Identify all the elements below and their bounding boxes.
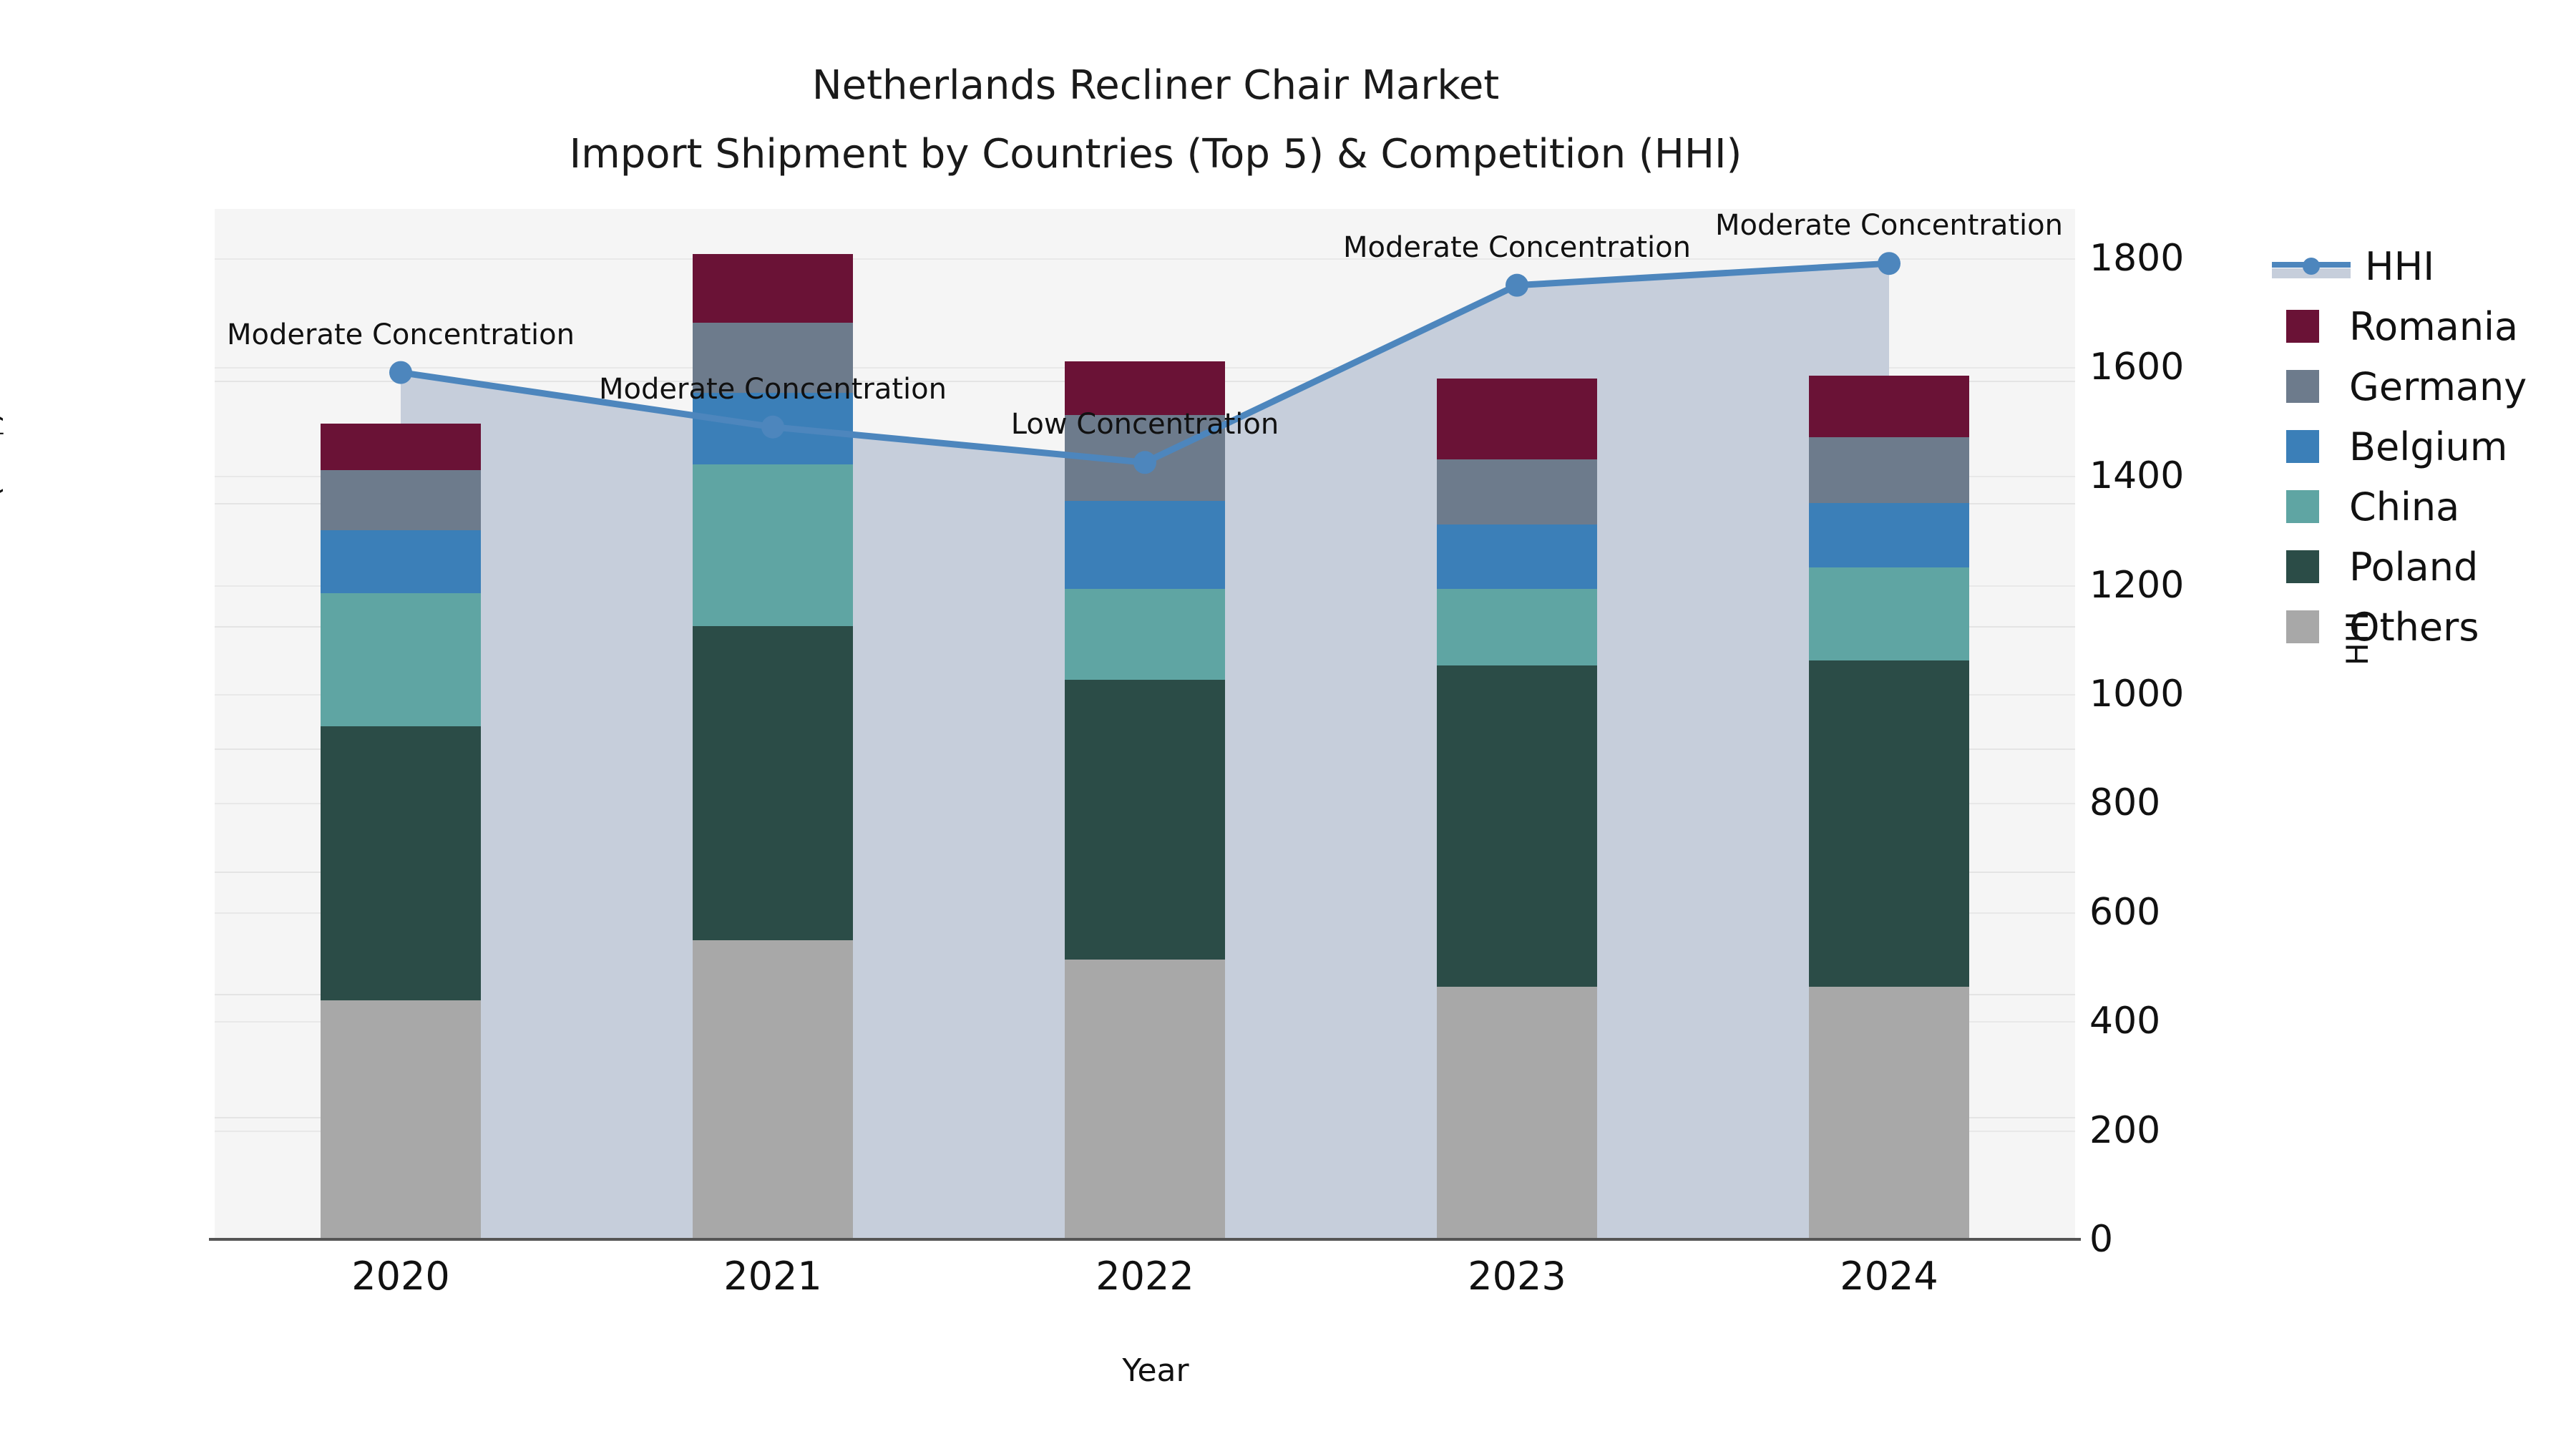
- chart-title: Netherlands Recliner Chair Market Import…: [0, 52, 2311, 189]
- hhi-annotation: Moderate Concentration: [599, 372, 947, 406]
- bar-segment-others[interactable]: [1809, 986, 1969, 1239]
- legend: HHI Romania Germany Belgium China Poland Other…: [2272, 236, 2572, 657]
- y-axis-right-tick: 1800: [2089, 236, 2185, 280]
- y-axis-right-tick: 400: [2089, 1000, 2161, 1043]
- hhi-line-layer: [389, 252, 1901, 474]
- legend-label: Poland: [2349, 544, 2479, 590]
- bar-segment-belgium[interactable]: [1809, 503, 1969, 567]
- x-axis-tick: 2020: [351, 1254, 450, 1299]
- bar-segment-belgium[interactable]: [321, 530, 481, 593]
- legend-label: HHI: [2365, 243, 2435, 289]
- bar-segment-others[interactable]: [1437, 986, 1597, 1239]
- bar-stack[interactable]: [1437, 209, 1597, 1239]
- legend-label: Belgium: [2349, 424, 2508, 469]
- legend-item-germany[interactable]: Germany: [2272, 356, 2572, 416]
- hhi-annotation: Low Concentration: [1010, 408, 1279, 441]
- gridline-right: [215, 258, 2075, 260]
- legend-line-icon: [2272, 250, 2351, 283]
- bar-segment-belgium[interactable]: [1437, 524, 1597, 590]
- legend-item-china[interactable]: China: [2272, 477, 2572, 537]
- legend-item-poland[interactable]: Poland: [2272, 537, 2572, 597]
- bar-stack[interactable]: [321, 209, 481, 1239]
- legend-label: China: [2349, 484, 2460, 530]
- chart-title-line1: Netherlands Recliner Chair Market: [811, 62, 1500, 109]
- plot-area: [215, 209, 2075, 1241]
- hhi-marker[interactable]: [1878, 252, 1901, 275]
- legend-swatch-others: [2286, 610, 2319, 643]
- x-axis-tick: 2021: [723, 1254, 822, 1299]
- bar-segment-poland[interactable]: [693, 625, 853, 940]
- bar-segment-others[interactable]: [321, 1000, 481, 1239]
- legend-swatch-belgium: [2286, 430, 2319, 463]
- y-axis-right-tick: 800: [2089, 781, 2161, 825]
- x-axis-tick: 2022: [1096, 1254, 1194, 1299]
- legend-swatch-poland: [2286, 550, 2319, 583]
- y-axis-right-tick: 0: [2089, 1218, 2114, 1261]
- legend-label: Others: [2349, 604, 2479, 650]
- legend-swatch-romania: [2286, 310, 2319, 343]
- y-axis-right-tick: 1600: [2089, 345, 2185, 389]
- bar-segment-romania[interactable]: [1809, 376, 1969, 437]
- bar-segment-germany[interactable]: [1809, 436, 1969, 504]
- bar-segment-poland[interactable]: [321, 726, 481, 1000]
- bar-segment-romania[interactable]: [321, 424, 481, 471]
- bar-segment-germany[interactable]: [693, 323, 853, 394]
- bar-stack[interactable]: [1809, 209, 1969, 1239]
- bar-segment-china[interactable]: [321, 592, 481, 727]
- bar-segment-china[interactable]: [693, 464, 853, 626]
- bar-segment-belgium[interactable]: [1065, 501, 1225, 590]
- bar-segment-china[interactable]: [1437, 589, 1597, 665]
- hhi-annotation: Moderate Concentration: [227, 318, 575, 351]
- hhi-marker[interactable]: [389, 361, 412, 384]
- legend-label: Germany: [2349, 364, 2527, 409]
- hhi-annotation: Moderate Concentration: [1343, 230, 1691, 264]
- legend-line-marker: [2303, 258, 2320, 275]
- y-axis-right-tick: 1400: [2089, 454, 2185, 498]
- y-axis-left-label: TRADE VALUE (US$): [0, 411, 6, 724]
- legend-label: Romania: [2349, 303, 2519, 349]
- y-axis-right-tick: 1000: [2089, 673, 2185, 716]
- bar-segment-germany[interactable]: [321, 470, 481, 531]
- y-axis-right-tick: 1200: [2089, 563, 2185, 607]
- bar-segment-germany[interactable]: [1437, 459, 1597, 525]
- x-axis-label: Year: [1122, 1352, 1189, 1389]
- legend-item-romania[interactable]: Romania: [2272, 296, 2572, 356]
- bar-segment-others[interactable]: [1065, 960, 1225, 1239]
- y-axis-right-tick: 600: [2089, 890, 2161, 934]
- bar-segment-romania[interactable]: [1065, 361, 1225, 415]
- chart-title-line2: Import Shipment by Countries (Top 5) & C…: [569, 131, 1742, 177]
- legend-item-others[interactable]: Others: [2272, 597, 2572, 657]
- hhi-annotation: Moderate Concentration: [1715, 209, 2063, 243]
- legend-swatch-china: [2286, 490, 2319, 523]
- bar-segment-romania[interactable]: [693, 254, 853, 323]
- y-axis-right-tick: 200: [2089, 1108, 2161, 1152]
- bar-segment-romania[interactable]: [1437, 378, 1597, 459]
- bar-segment-others[interactable]: [693, 940, 853, 1239]
- x-axis-tick: 2023: [1468, 1254, 1566, 1299]
- bar-stack[interactable]: [1065, 209, 1225, 1239]
- bar-segment-china[interactable]: [1065, 589, 1225, 680]
- bar-segment-poland[interactable]: [1065, 680, 1225, 960]
- x-axis-line: [209, 1238, 2081, 1241]
- x-axis-tick: 2024: [1840, 1254, 1938, 1299]
- bar-segment-china[interactable]: [1809, 567, 1969, 660]
- bar-stack[interactable]: [693, 209, 853, 1239]
- bar-segment-poland[interactable]: [1437, 665, 1597, 987]
- legend-item-belgium[interactable]: Belgium: [2272, 416, 2572, 477]
- hhi-marker[interactable]: [761, 415, 784, 439]
- hhi-marker[interactable]: [1133, 451, 1156, 474]
- legend-swatch-germany: [2286, 370, 2319, 403]
- hhi-marker[interactable]: [1506, 273, 1528, 297]
- bar-segment-poland[interactable]: [1809, 660, 1969, 987]
- legend-item-hhi[interactable]: HHI: [2272, 236, 2572, 296]
